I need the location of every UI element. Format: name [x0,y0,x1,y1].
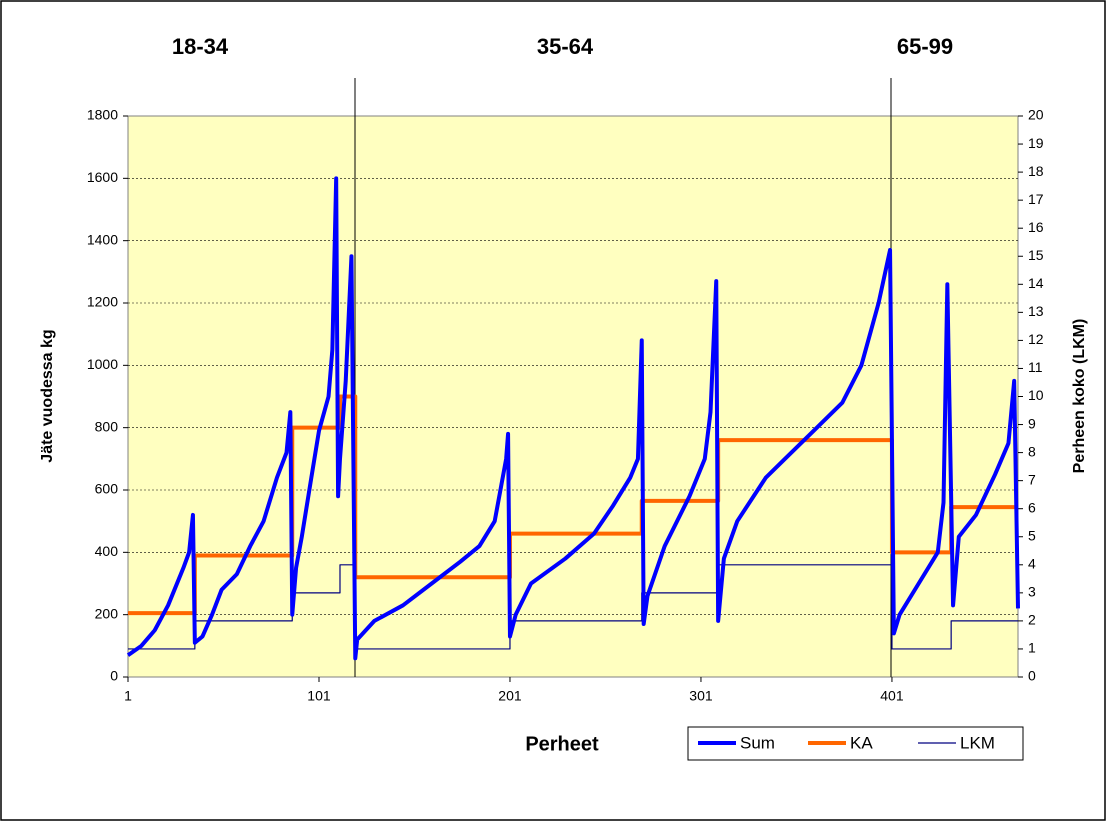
y2-tick-label: 6 [1028,499,1036,515]
y2-tick-label: 17 [1028,191,1044,207]
y2-tick-label: 5 [1028,527,1036,543]
y2-tick-label: 4 [1028,556,1036,572]
y2-axis-label: Perheen koko (LKM) [1071,319,1088,474]
y2-tick-label: 16 [1028,219,1044,235]
x-axis-label: Perheet [525,733,599,755]
y2-tick-label: 7 [1028,471,1036,487]
y-tick-label: 1000 [87,356,118,372]
legend-label: Sum [740,733,775,752]
y-axis-label: Jäte vuodessa kg [39,329,56,462]
legend [687,726,1024,761]
annotation: 18-34 [172,34,229,59]
x-tick-label: 301 [689,688,713,704]
y-tick-label: 0 [110,668,118,684]
y2-tick-label: 0 [1028,668,1036,684]
y2-tick-label: 12 [1028,331,1044,347]
y-tick-label: 1600 [87,169,118,185]
y-tick-label: 400 [95,543,119,559]
y2-tick-label: 2 [1028,612,1036,628]
y-tick-label: 600 [95,481,119,497]
series-line [126,176,1020,661]
y2-tick-label: 3 [1028,584,1036,600]
y2-tick-label: 13 [1028,303,1044,319]
y2-tick-label: 1 [1028,640,1036,656]
y2-tick-label: 10 [1028,387,1044,403]
x-tick-label: 101 [307,688,331,704]
x-tick-label: 401 [880,688,904,704]
legend-label: LKM [960,733,995,752]
annotation: 35-64 [537,34,594,59]
y2-tick-label: 15 [1028,247,1044,263]
y2-tick-label: 19 [1028,135,1044,151]
y-tick-label: 200 [95,605,119,621]
x-tick-label: 201 [498,688,522,704]
y-tick-label: 1400 [87,231,118,247]
y2-tick-label: 18 [1028,163,1044,179]
y-tick-label: 1200 [87,294,118,310]
y2-tick-label: 9 [1028,415,1036,431]
y-tick-label: 1800 [87,107,118,123]
annotation: 65-99 [897,34,953,59]
y2-tick-label: 20 [1028,107,1044,123]
y2-tick-label: 11 [1028,359,1043,375]
plot-area [127,115,1019,678]
y-tick-label: 800 [95,418,119,434]
y2-tick-label: 8 [1028,443,1036,459]
legend-label: KA [850,733,873,752]
y2-tick-label: 14 [1028,275,1044,291]
x-tick-label: 1 [124,688,132,704]
